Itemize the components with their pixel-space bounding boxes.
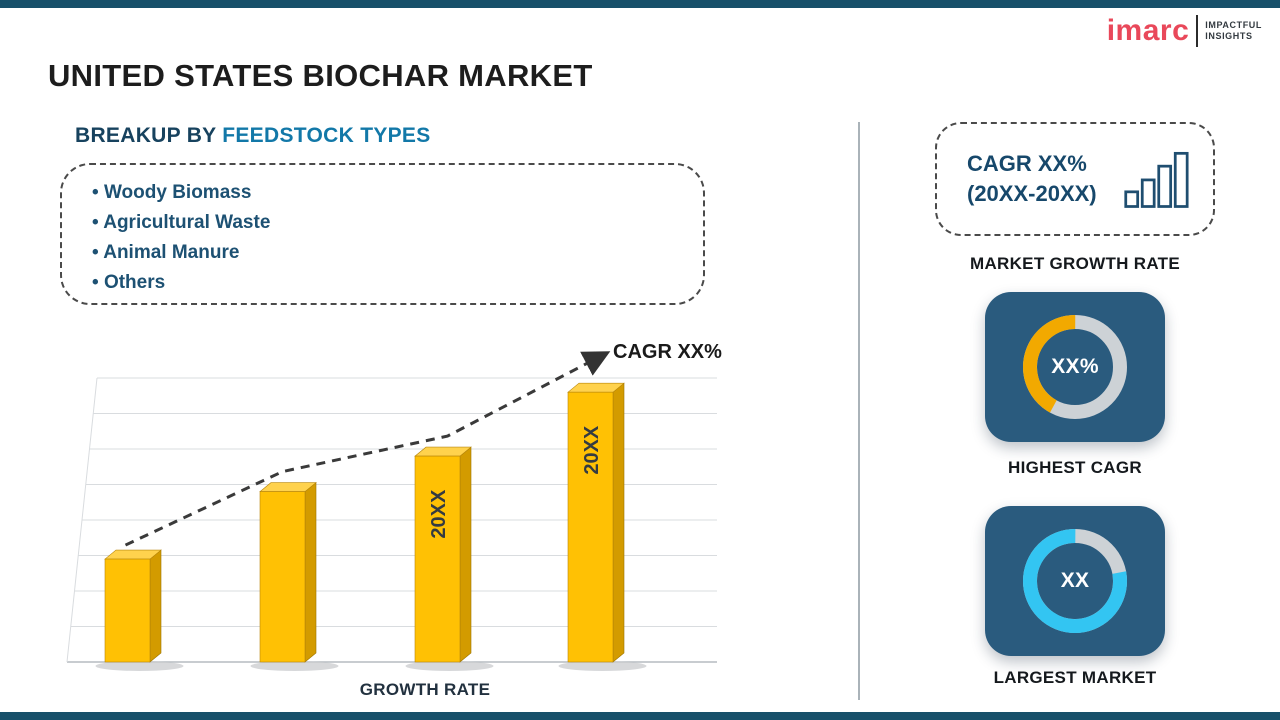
feedstock-types-box: Woody Biomass Agricultural Waste Animal … [60, 163, 705, 305]
logo-brand-text: imarc [1106, 14, 1190, 47]
cagr-card-text: CAGR XX% (20XX-20XX) [967, 149, 1097, 209]
breakup-heading-prefix: BREAKUP BY [75, 124, 217, 147]
bottom-border-strip [0, 712, 1280, 720]
page-title: UNITED STATES BIOCHAR MARKET [48, 58, 593, 93]
highest-cagr-label: HIGHEST CAGR [1008, 458, 1142, 477]
svg-text:20XX: 20XX [581, 425, 603, 475]
growth-rate-bar-chart: 20XX 20XX [66, 351, 717, 671]
breakup-heading: BREAKUP BY FEEDSTOCK TYPES [75, 124, 431, 148]
top-border-strip [0, 0, 1280, 8]
feedstock-list: Woody Biomass Agricultural Waste Animal … [62, 165, 703, 298]
list-item: Animal Manure [92, 238, 703, 268]
list-item: Agricultural Waste [92, 208, 703, 238]
cagr-card-line1: CAGR XX% [967, 151, 1087, 176]
vertical-divider [858, 122, 860, 700]
logo-tagline-line2: INSIGHTS [1205, 31, 1253, 41]
bar-chart-icon [1124, 151, 1189, 208]
logo-tagline-line1: IMPACTFUL [1205, 20, 1262, 30]
imarc-logo: imarc IMPACTFUL INSIGHTS [1107, 14, 1262, 48]
list-item: Woody Biomass [92, 178, 703, 208]
cagr-card-line2: (20XX-20XX) [967, 181, 1097, 206]
largest-market-tile: XX [985, 506, 1165, 656]
list-item: Others [92, 268, 703, 298]
market-growth-rate-label: MARKET GROWTH RATE [969, 254, 1180, 273]
highest-cagr-tile: XX% [985, 292, 1165, 442]
cagr-card: CAGR XX% (20XX-20XX) [935, 122, 1215, 236]
highest-cagr-value: XX% [1051, 355, 1099, 378]
logo-separator [1196, 15, 1199, 47]
largest-market-donut [1023, 529, 1127, 633]
x-axis-label: GROWTH RATE [359, 680, 491, 699]
largest-market-value: XX [1060, 569, 1090, 592]
trend-annotation: CAGR XX% [613, 341, 722, 363]
breakup-heading-highlight: FEEDSTOCK TYPES [222, 124, 431, 147]
largest-market-label: LARGEST MARKET [993, 668, 1157, 687]
highest-cagr-donut [1023, 315, 1127, 419]
svg-text:20XX: 20XX [428, 489, 450, 539]
logo-tagline: IMPACTFUL INSIGHTS [1205, 20, 1262, 42]
